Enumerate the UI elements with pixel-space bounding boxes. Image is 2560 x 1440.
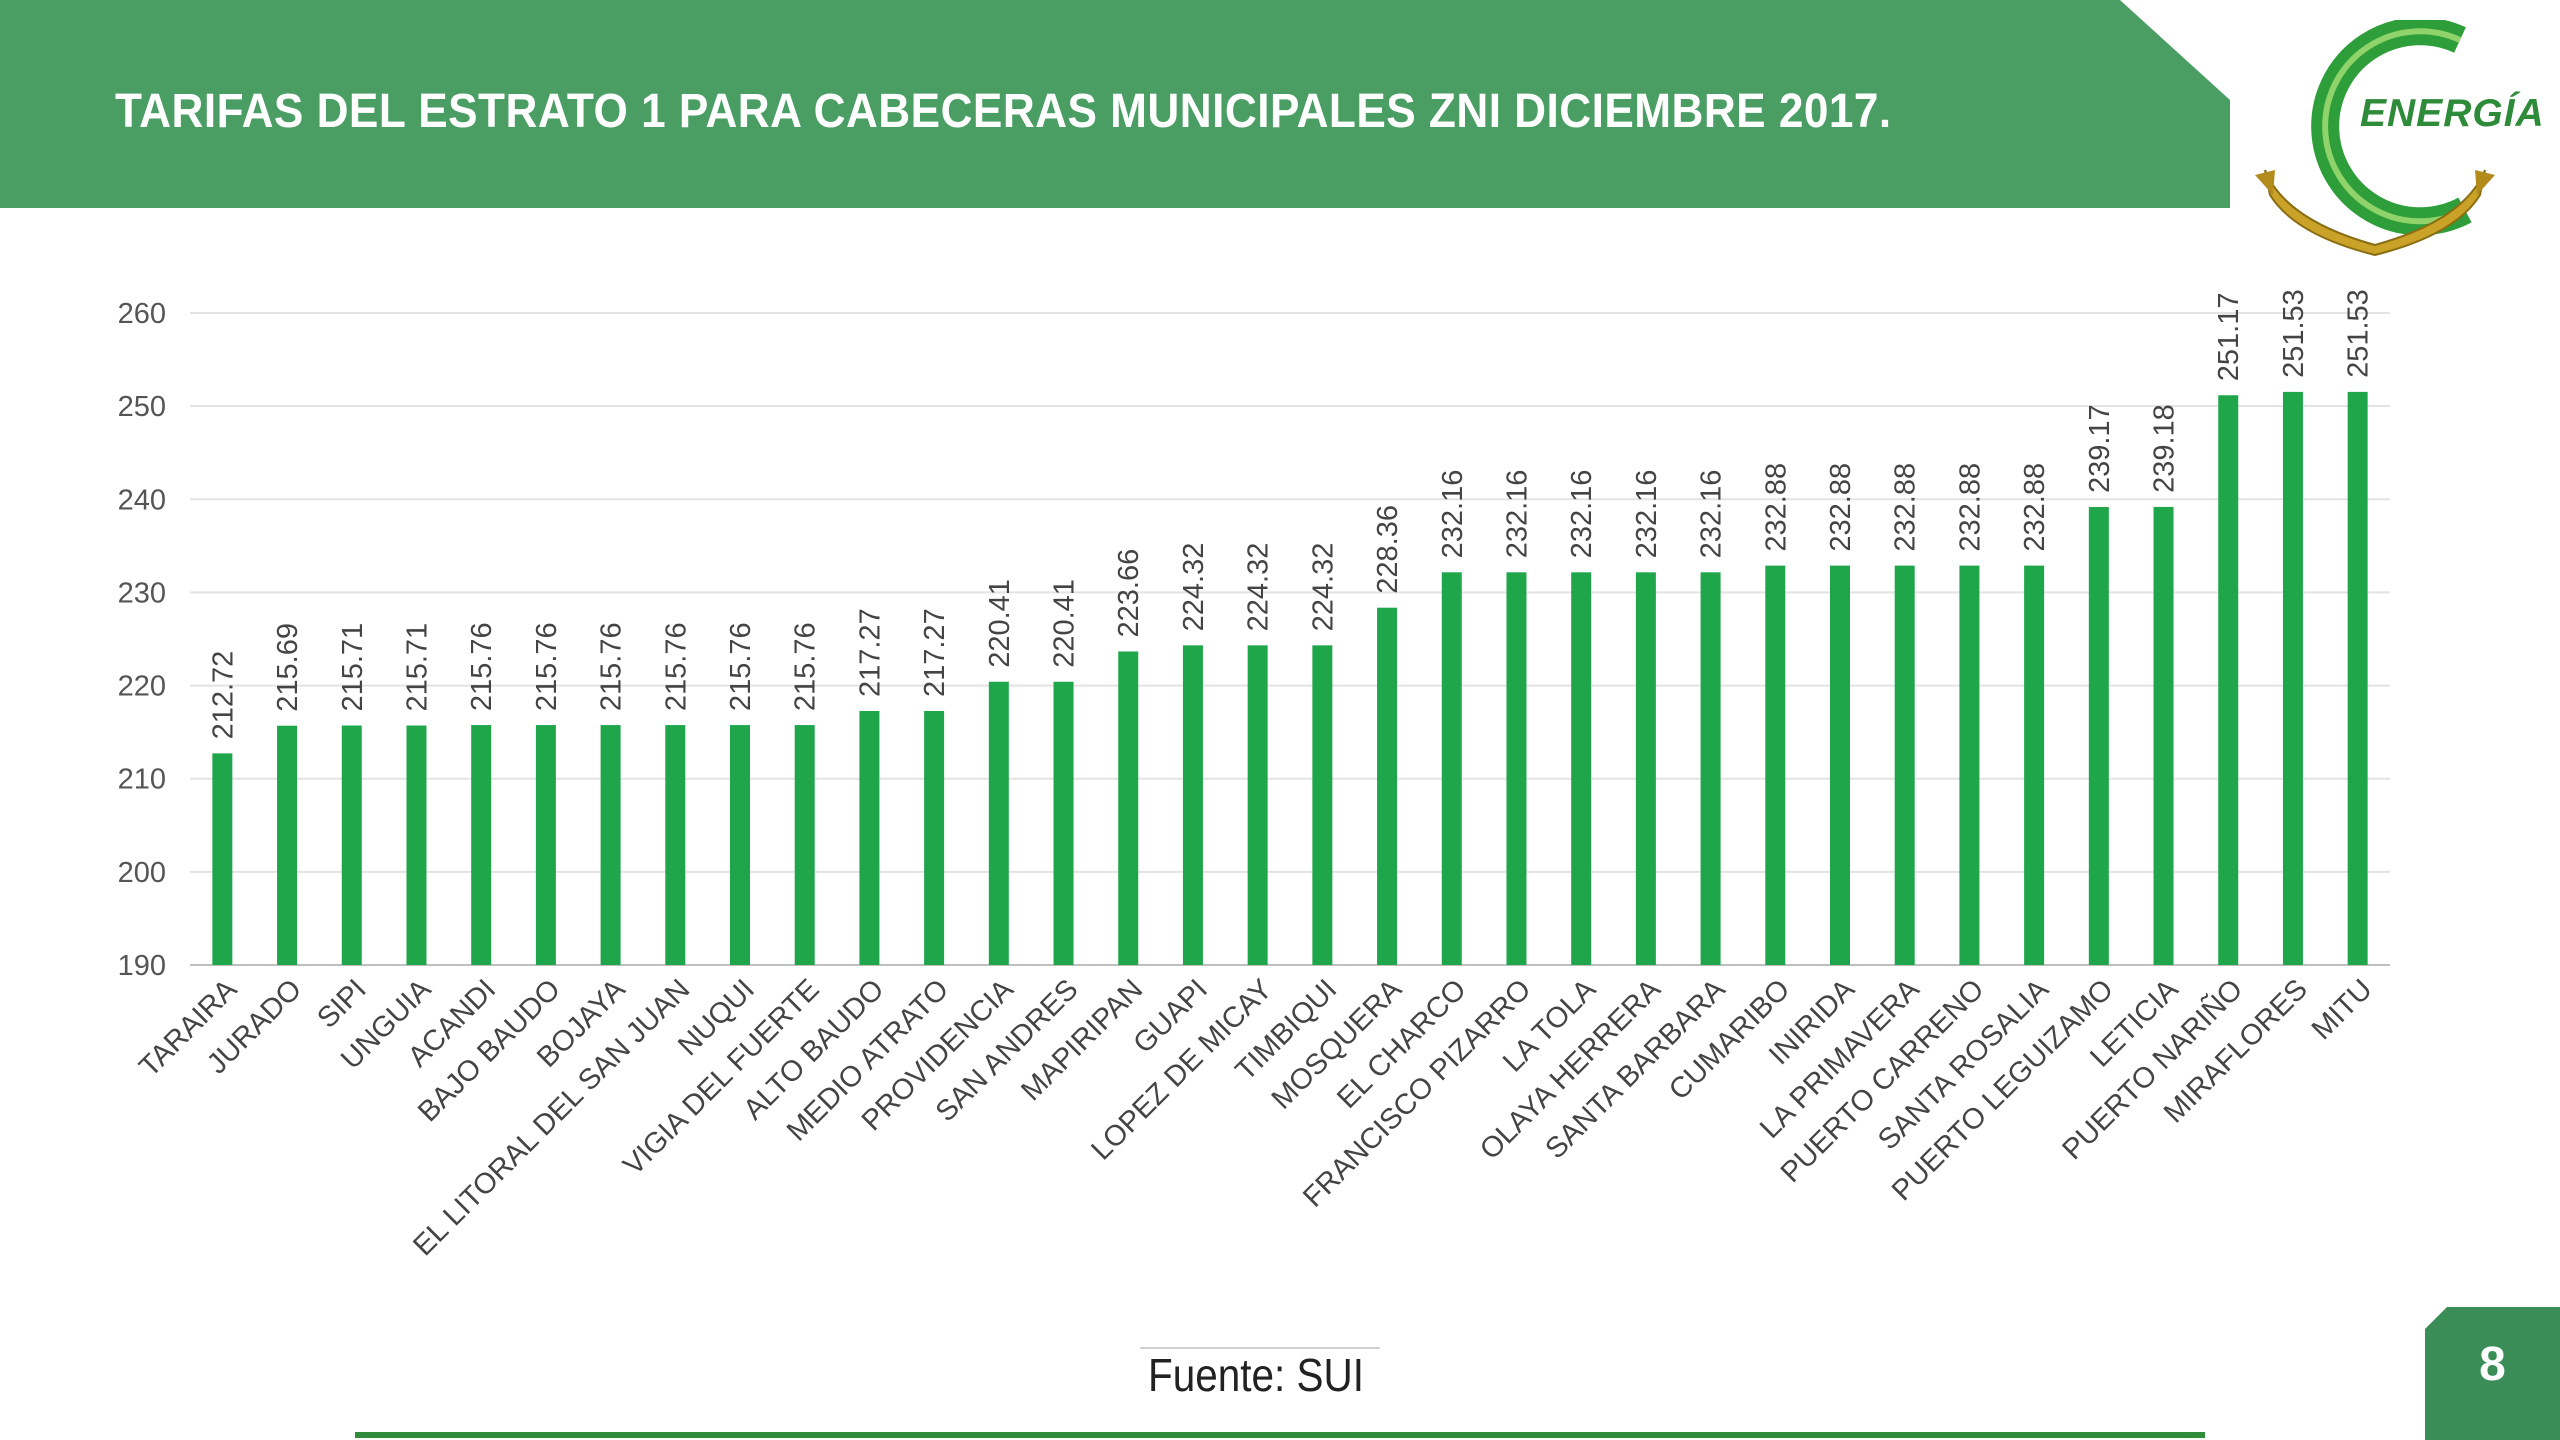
bar	[341, 725, 362, 965]
y-tick-label: 250	[118, 391, 166, 423]
data-label: 251.17	[2213, 293, 2245, 382]
bar	[665, 725, 686, 965]
chart-bars	[212, 391, 2368, 966]
bar	[1247, 645, 1268, 965]
bar	[1053, 681, 1074, 965]
bar	[1959, 565, 1980, 965]
page-number-badge: 8	[2425, 1307, 2560, 1440]
bar	[1894, 565, 1915, 965]
data-label: 239.18	[2149, 404, 2181, 493]
bar	[924, 710, 945, 965]
bar	[794, 725, 815, 965]
title-banner: TARIFAS DEL ESTRATO 1 PARA CABECERAS MUN…	[0, 0, 2230, 208]
bar	[1765, 565, 1786, 965]
bar	[2282, 391, 2303, 966]
bar	[730, 725, 750, 965]
y-tick-label: 240	[118, 484, 166, 516]
data-label: 220.41	[984, 579, 1016, 668]
chart-gridlines	[190, 312, 2390, 966]
data-label: 215.76	[466, 622, 498, 711]
bar	[2153, 506, 2174, 965]
y-tick-label: 220	[118, 671, 166, 703]
data-label: 212.72	[207, 651, 239, 740]
data-label: 223.66	[1113, 549, 1145, 638]
footer-rule	[355, 1432, 2205, 1438]
bar	[1506, 572, 1527, 965]
data-label: 215.71	[401, 623, 433, 712]
badge-fold	[2425, 1307, 2447, 1329]
data-label: 232.16	[1696, 470, 1728, 559]
data-label: 232.88	[1760, 463, 1792, 552]
data-label: 217.27	[854, 608, 886, 697]
source-divider	[1140, 1347, 1380, 1349]
energia-logo: ENERGÍA	[2245, 20, 2560, 260]
x-tick-label: MITU	[2306, 973, 2379, 1046]
data-label: 224.32	[1307, 543, 1339, 632]
data-label: 239.17	[2084, 404, 2116, 493]
bar	[1377, 607, 1398, 965]
data-label: 215.76	[660, 622, 692, 711]
bar	[600, 725, 621, 965]
data-label: 251.53	[2343, 289, 2375, 378]
data-label: 224.32	[1178, 543, 1210, 632]
logo-emblem-icon	[2255, 20, 2495, 257]
bar	[859, 710, 880, 965]
y-axis-ticks: 190 200 210 220 230 240 250 260	[118, 298, 166, 982]
data-label: 215.76	[790, 622, 822, 711]
y-tick-label: 200	[118, 857, 166, 889]
bar	[1312, 645, 1333, 965]
title-banner-shape	[0, 0, 2230, 208]
bar	[2347, 391, 2368, 966]
data-label: 251.53	[2278, 289, 2310, 378]
data-label: 215.76	[531, 622, 563, 711]
bar	[406, 725, 427, 965]
data-label: 232.16	[1631, 470, 1663, 559]
data-label: 215.76	[596, 622, 628, 711]
y-tick-label: 210	[118, 764, 166, 796]
data-label: 232.16	[1501, 470, 1533, 559]
data-label: 215.76	[725, 622, 757, 711]
bar	[1182, 645, 1203, 965]
y-tick-label: 190	[118, 950, 166, 982]
data-label: 232.88	[1954, 463, 1986, 552]
bar	[1571, 572, 1592, 965]
chart-data-labels: 212.72 215.69 215.71 215.71 215.76 215.76 215.…	[207, 289, 2374, 739]
bar	[1118, 651, 1139, 965]
bar	[2088, 507, 2109, 965]
y-tick-label: 260	[118, 298, 166, 330]
data-label: 232.88	[1825, 463, 1857, 552]
data-label: 215.69	[272, 623, 304, 712]
bar	[212, 753, 233, 965]
data-label: 232.16	[1437, 470, 1469, 559]
data-label: 232.16	[1566, 470, 1598, 559]
data-label: 217.27	[919, 608, 951, 697]
bar	[277, 725, 298, 965]
data-label: 232.88	[2019, 463, 2051, 552]
bar	[1635, 572, 1656, 965]
bar	[471, 725, 492, 965]
page-title: TARIFAS DEL ESTRATO 1 PARA CABECERAS MUN…	[115, 85, 1892, 138]
bar	[1830, 565, 1850, 965]
source-caption: Fuente: SUI	[1148, 1349, 1364, 1401]
y-tick-label: 230	[118, 577, 166, 609]
bar	[988, 681, 1009, 965]
data-label: 220.41	[1049, 579, 1081, 668]
bar	[2218, 395, 2239, 966]
logo-wordmark: ENERGÍA	[2360, 92, 2545, 135]
data-label: 232.88	[1890, 463, 1922, 552]
data-label: 215.71	[337, 623, 369, 712]
page-number: 8	[2479, 1338, 2506, 1391]
data-label: 228.36	[1372, 505, 1404, 594]
bar	[1700, 572, 1721, 965]
bar-chart: 190 200 210 220 230 240 250 260 212.72 215.69 215…	[118, 289, 2390, 1262]
bar	[2024, 565, 2045, 965]
bar	[535, 725, 556, 965]
bar	[1441, 572, 1462, 965]
data-label: 224.32	[1243, 543, 1275, 632]
